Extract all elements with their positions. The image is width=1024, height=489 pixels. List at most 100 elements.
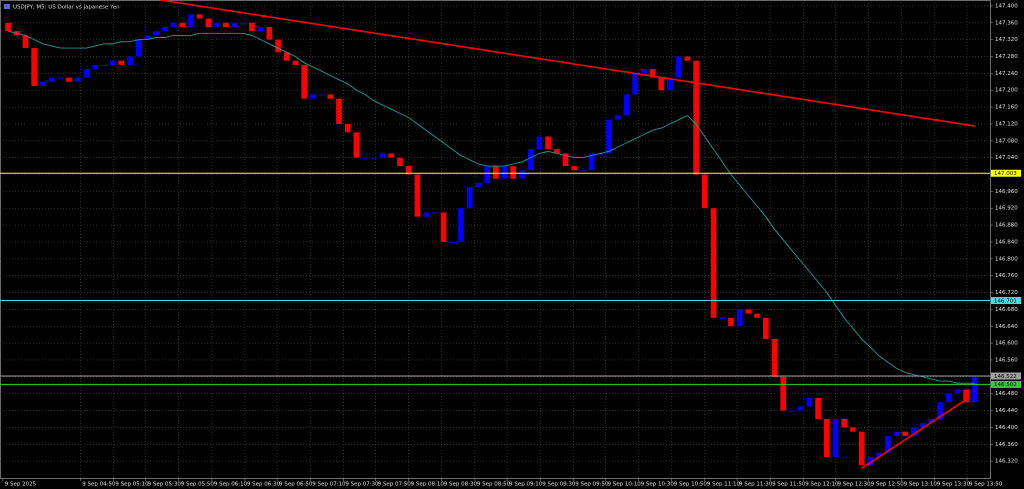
candle-body bbox=[745, 309, 752, 314]
x-tick-label: 9 Sep 09:30 bbox=[542, 482, 576, 488]
candle-body bbox=[379, 153, 386, 158]
y-tick-label: 147.120 bbox=[995, 121, 1018, 127]
candle-body bbox=[893, 431, 900, 436]
price-level-tag bbox=[991, 372, 1021, 380]
y-tick-label: 147.160 bbox=[995, 105, 1018, 111]
candle-body bbox=[275, 39, 281, 53]
candle-body bbox=[789, 410, 795, 412]
x-tick-label: 9 Sep 10:10 bbox=[608, 482, 642, 488]
candle-body bbox=[588, 153, 595, 171]
candle-body bbox=[667, 77, 673, 91]
candle-body bbox=[919, 423, 926, 428]
candle-body bbox=[728, 317, 734, 327]
candle-body bbox=[884, 435, 891, 453]
price-level-tag bbox=[991, 297, 1021, 305]
x-tick-label: 9 Sep 13:30 bbox=[937, 482, 971, 488]
candle-body bbox=[902, 431, 908, 436]
candle-body bbox=[405, 166, 412, 175]
price-level-tag bbox=[991, 380, 1021, 388]
candle-body bbox=[475, 182, 482, 188]
candle-body bbox=[318, 94, 325, 96]
candle-body bbox=[153, 31, 159, 36]
candle-body bbox=[710, 208, 717, 318]
candle-body bbox=[109, 60, 116, 65]
candle-body bbox=[310, 94, 316, 99]
plot-frame bbox=[0, 0, 991, 479]
x-tick-label: 9 Sep 08:10 bbox=[411, 482, 445, 488]
candle-body bbox=[5, 22, 11, 32]
y-tick-label: 146.320 bbox=[995, 459, 1018, 465]
candle-body bbox=[606, 119, 612, 154]
candle-body bbox=[466, 187, 473, 209]
x-tick-label: 9 Sep 06:30 bbox=[247, 482, 281, 488]
candle-body bbox=[519, 170, 525, 179]
candle-body bbox=[336, 98, 342, 124]
candle-body bbox=[580, 170, 586, 172]
x-tick-label: 9 Sep 12:30 bbox=[837, 482, 871, 488]
x-tick-label: 9 Sep 06:50 bbox=[279, 482, 313, 488]
candle-body bbox=[144, 35, 151, 40]
candle-body bbox=[797, 406, 804, 411]
candle-body bbox=[972, 376, 978, 403]
candle-body bbox=[492, 166, 499, 179]
price-level-label: 146.701 bbox=[994, 298, 1017, 304]
candle-body bbox=[719, 317, 726, 319]
x-tick-label: 9 Sep 07:50 bbox=[378, 482, 412, 488]
y-tick-label: 146.600 bbox=[995, 341, 1018, 347]
candle-body bbox=[362, 157, 368, 159]
candle-body bbox=[553, 149, 560, 154]
candle-body bbox=[205, 18, 212, 27]
x-tick-label: 9 Sep 11:50 bbox=[772, 482, 806, 488]
candle-body bbox=[649, 69, 656, 78]
candle-body bbox=[867, 456, 874, 466]
x-tick-label: 9 Sep 09:10 bbox=[509, 482, 543, 488]
candle-body bbox=[632, 73, 638, 95]
x-tick-label: 9 Sep 04:50 bbox=[82, 482, 116, 488]
price-level-label: 147.003 bbox=[994, 171, 1017, 177]
candle-body bbox=[658, 77, 665, 91]
y-tick-label: 146.920 bbox=[995, 206, 1018, 212]
candle-body bbox=[31, 48, 37, 86]
candle-body bbox=[100, 64, 107, 66]
y-tick-label: 146.560 bbox=[995, 357, 1018, 363]
candle-body bbox=[249, 22, 255, 32]
x-tick-label: 9 Sep 09:50 bbox=[575, 482, 609, 488]
candle-body bbox=[675, 56, 682, 78]
candle-body bbox=[701, 174, 708, 209]
x-tick-label: 9 Sep 11:10 bbox=[707, 482, 741, 488]
candle-body bbox=[562, 153, 569, 167]
candle-body bbox=[806, 397, 813, 407]
candle-body bbox=[135, 39, 142, 57]
trendline bbox=[861, 397, 969, 469]
y-tick-label: 146.760 bbox=[995, 273, 1018, 279]
candle-body bbox=[92, 64, 98, 70]
candle-body bbox=[815, 397, 821, 419]
price-level-tag bbox=[991, 169, 1021, 177]
candle-body bbox=[283, 52, 290, 61]
candle-body bbox=[536, 136, 543, 150]
x-tick-label: 9 Sep 12:10 bbox=[805, 482, 839, 488]
candle-body bbox=[22, 35, 29, 49]
y-tick-label: 147.080 bbox=[995, 138, 1018, 144]
y-tick-label: 146.480 bbox=[995, 391, 1018, 397]
candle-body bbox=[510, 166, 517, 179]
y-tick-label: 146.880 bbox=[995, 223, 1018, 229]
candle-body bbox=[214, 22, 220, 27]
candle-body bbox=[423, 212, 429, 217]
candle-body bbox=[911, 427, 917, 436]
candle-body bbox=[388, 153, 395, 158]
candle-body bbox=[762, 317, 769, 339]
y-tick-label: 146.680 bbox=[995, 307, 1018, 313]
candle-body bbox=[736, 309, 743, 327]
candle-body bbox=[684, 56, 691, 61]
y-tick-label: 146.840 bbox=[995, 239, 1018, 245]
candle-body bbox=[928, 418, 935, 424]
y-tick-label: 146.400 bbox=[995, 425, 1018, 431]
x-tick-label: 9 Sep 06:10 bbox=[214, 482, 248, 488]
price-level-label: 146.502 bbox=[994, 382, 1017, 388]
candle-body bbox=[780, 376, 787, 411]
candle-body bbox=[327, 94, 334, 99]
moving-average bbox=[7, 30, 975, 384]
x-tick-label: 9 Sep 13:10 bbox=[904, 482, 938, 488]
trendline bbox=[159, 0, 975, 127]
